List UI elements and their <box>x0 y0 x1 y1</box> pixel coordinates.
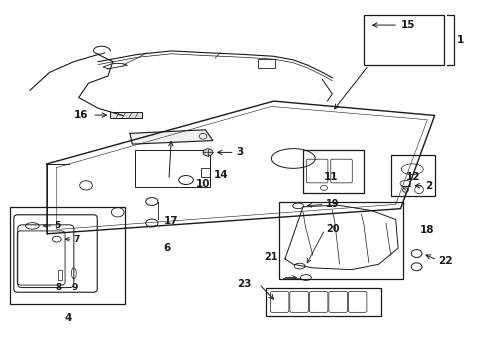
Text: 8: 8 <box>55 283 61 292</box>
Text: 12: 12 <box>405 172 419 182</box>
Text: 22: 22 <box>438 256 452 266</box>
Text: 9: 9 <box>71 283 78 292</box>
Text: 7: 7 <box>74 235 80 244</box>
Text: 21: 21 <box>264 252 277 262</box>
Bar <box>390 155 434 196</box>
Text: 23: 23 <box>237 279 251 289</box>
Text: 4: 4 <box>64 313 72 323</box>
Bar <box>266 288 380 316</box>
Text: 10: 10 <box>195 179 210 189</box>
Bar <box>278 202 402 279</box>
Text: 2: 2 <box>424 181 431 191</box>
Text: 17: 17 <box>163 216 178 226</box>
Text: 11: 11 <box>324 172 338 182</box>
Text: 19: 19 <box>326 199 339 210</box>
Text: 16: 16 <box>74 110 88 120</box>
Text: 18: 18 <box>419 225 434 235</box>
Bar <box>303 149 363 193</box>
Text: 5: 5 <box>54 221 61 230</box>
Text: 14: 14 <box>214 170 228 180</box>
Text: 6: 6 <box>163 243 170 253</box>
Polygon shape <box>130 130 212 144</box>
Bar <box>200 168 210 177</box>
Text: 20: 20 <box>326 225 339 234</box>
Text: 3: 3 <box>236 147 243 157</box>
Text: 15: 15 <box>400 20 414 30</box>
Bar <box>58 270 62 280</box>
Text: 1: 1 <box>456 35 463 45</box>
Bar <box>363 15 444 65</box>
Bar <box>110 112 142 118</box>
Bar <box>10 207 125 304</box>
Ellipse shape <box>203 149 212 156</box>
